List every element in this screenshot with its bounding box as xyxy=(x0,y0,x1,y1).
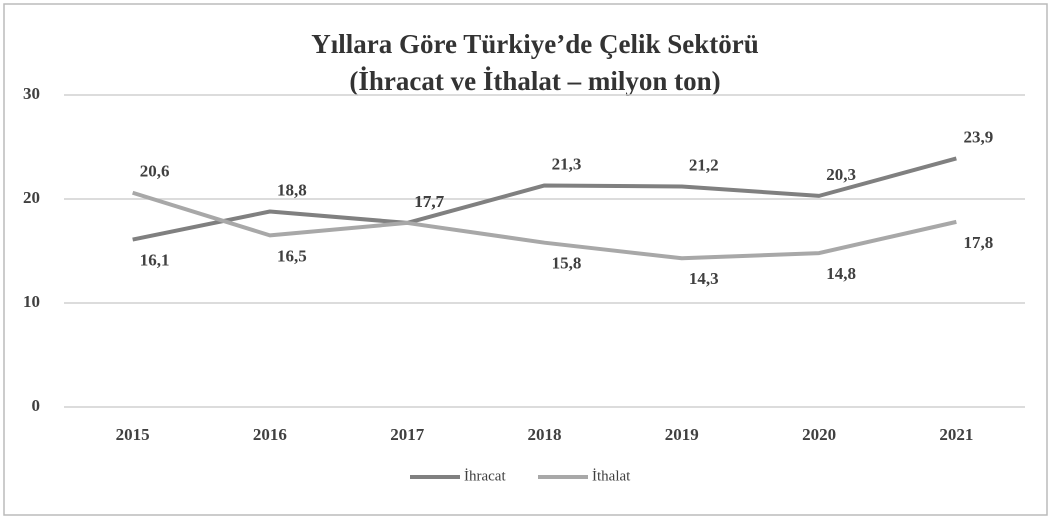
x-tick-label: 2016 xyxy=(253,425,287,444)
x-tick-label: 2015 xyxy=(116,425,150,444)
y-tick-label: 20 xyxy=(23,188,40,207)
data-label: 21,2 xyxy=(689,155,719,174)
x-tick-label: 2017 xyxy=(390,425,425,444)
y-tick-label: 0 xyxy=(32,396,41,415)
data-label: 14,3 xyxy=(689,269,719,288)
data-label: 16,5 xyxy=(277,246,307,265)
data-label: 20,3 xyxy=(826,165,856,184)
x-tick-label: 2021 xyxy=(939,425,973,444)
series-line xyxy=(132,156,957,242)
chart-subtitle: (İhracat ve İthalat – milyon ton) xyxy=(349,66,720,96)
data-label: 20,6 xyxy=(140,162,170,181)
y-tick-label: 10 xyxy=(23,292,40,311)
legend-label: İthalat xyxy=(592,468,631,484)
data-label: 17,7 xyxy=(414,192,444,211)
data-label: 16,1 xyxy=(140,250,170,269)
data-label: 23,9 xyxy=(963,127,993,146)
x-tick-label: 2018 xyxy=(528,425,562,444)
y-tick-label: 30 xyxy=(23,84,40,103)
chart-border xyxy=(3,3,1048,516)
legend-label: İhracat xyxy=(464,468,506,484)
chart-title: Yıllara Göre Türkiye’de Çelik Sektörü xyxy=(311,29,759,59)
x-tick-label: 2019 xyxy=(665,425,699,444)
x-tick-label: 2020 xyxy=(802,425,836,444)
data-label: 17,8 xyxy=(963,233,993,252)
data-label: 17,7 xyxy=(414,192,444,211)
data-label: 15,8 xyxy=(552,254,582,273)
data-label: 14,8 xyxy=(826,264,856,283)
data-label: 21,3 xyxy=(552,154,582,173)
data-label: 18,8 xyxy=(277,180,307,199)
series-line xyxy=(132,190,957,261)
